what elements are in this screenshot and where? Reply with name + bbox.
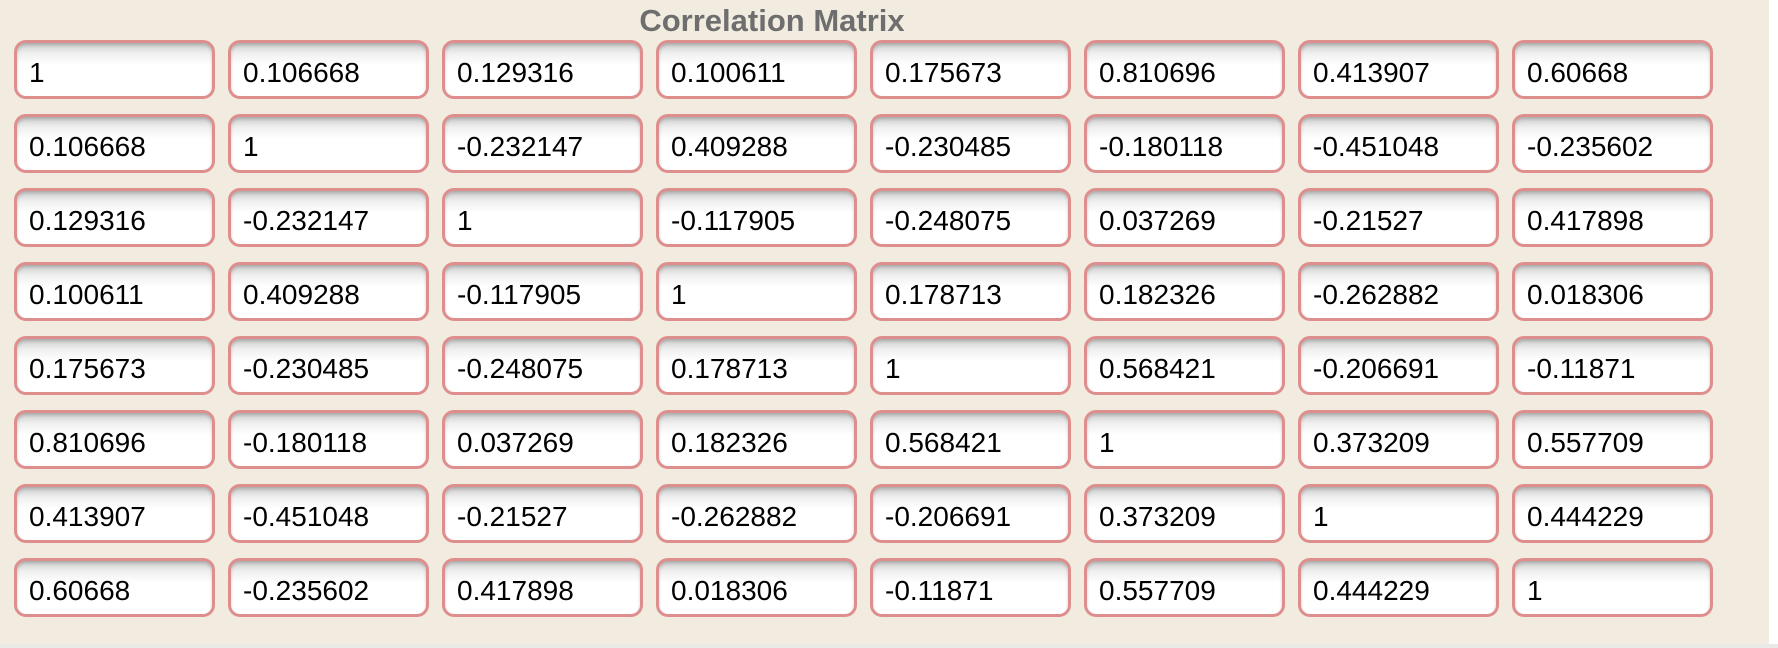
matrix-cell-r1-c4[interactable] [656,40,857,99]
matrix-cell-r5-c3[interactable] [442,336,643,395]
matrix-cell-r8-c3[interactable] [442,558,643,617]
matrix-cell-r2-c8[interactable] [1512,114,1713,173]
matrix-cell-r5-c2[interactable] [228,336,429,395]
matrix-cell-r7-c6[interactable] [1084,484,1285,543]
matrix-cell-r3-c8[interactable] [1512,188,1713,247]
bottom-edge-strip [0,644,1778,648]
matrix-cell-r7-c3[interactable] [442,484,643,543]
matrix-cell-r4-c4[interactable] [656,262,857,321]
matrix-cell-r6-c7[interactable] [1298,410,1499,469]
matrix-cell-r2-c4[interactable] [656,114,857,173]
matrix-cell-r5-c5[interactable] [870,336,1071,395]
matrix-cell-r7-c5[interactable] [870,484,1071,543]
matrix-cell-r2-c2[interactable] [228,114,429,173]
matrix-cell-r4-c6[interactable] [1084,262,1285,321]
matrix-cell-r5-c7[interactable] [1298,336,1499,395]
matrix-cell-r4-c8[interactable] [1512,262,1713,321]
matrix-cell-r4-c5[interactable] [870,262,1071,321]
matrix-cell-r6-c8[interactable] [1512,410,1713,469]
matrix-cell-r5-c1[interactable] [14,336,215,395]
matrix-cell-r7-c7[interactable] [1298,484,1499,543]
matrix-cell-r6-c1[interactable] [14,410,215,469]
matrix-cell-r6-c4[interactable] [656,410,857,469]
matrix-cell-r8-c4[interactable] [656,558,857,617]
matrix-cell-r2-c6[interactable] [1084,114,1285,173]
matrix-cell-r1-c2[interactable] [228,40,429,99]
correlation-matrix-grid [14,40,1713,617]
matrix-cell-r3-c4[interactable] [656,188,857,247]
matrix-cell-r3-c5[interactable] [870,188,1071,247]
matrix-cell-r7-c1[interactable] [14,484,215,543]
matrix-cell-r2-c1[interactable] [14,114,215,173]
matrix-cell-r2-c5[interactable] [870,114,1071,173]
matrix-cell-r4-c2[interactable] [228,262,429,321]
matrix-cell-r4-c3[interactable] [442,262,643,321]
matrix-cell-r7-c2[interactable] [228,484,429,543]
matrix-cell-r8-c6[interactable] [1084,558,1285,617]
title-row: Correlation Matrix [0,3,1544,39]
matrix-cell-r3-c6[interactable] [1084,188,1285,247]
matrix-cell-r5-c6[interactable] [1084,336,1285,395]
matrix-cell-r1-c1[interactable] [14,40,215,99]
matrix-cell-r1-c3[interactable] [442,40,643,99]
right-edge-strip [1769,0,1778,648]
matrix-cell-r5-c8[interactable] [1512,336,1713,395]
matrix-cell-r6-c2[interactable] [228,410,429,469]
matrix-cell-r4-c7[interactable] [1298,262,1499,321]
matrix-cell-r1-c7[interactable] [1298,40,1499,99]
matrix-cell-r6-c6[interactable] [1084,410,1285,469]
matrix-cell-r7-c8[interactable] [1512,484,1713,543]
matrix-cell-r3-c3[interactable] [442,188,643,247]
matrix-cell-r3-c2[interactable] [228,188,429,247]
matrix-cell-r8-c7[interactable] [1298,558,1499,617]
matrix-cell-r7-c4[interactable] [656,484,857,543]
matrix-cell-r6-c5[interactable] [870,410,1071,469]
matrix-cell-r3-c7[interactable] [1298,188,1499,247]
matrix-cell-r1-c8[interactable] [1512,40,1713,99]
matrix-cell-r3-c1[interactable] [14,188,215,247]
matrix-cell-r8-c1[interactable] [14,558,215,617]
matrix-cell-r8-c2[interactable] [228,558,429,617]
matrix-cell-r1-c6[interactable] [1084,40,1285,99]
matrix-cell-r2-c3[interactable] [442,114,643,173]
matrix-cell-r4-c1[interactable] [14,262,215,321]
matrix-cell-r8-c8[interactable] [1512,558,1713,617]
matrix-cell-r1-c5[interactable] [870,40,1071,99]
matrix-cell-r2-c7[interactable] [1298,114,1499,173]
matrix-cell-r8-c5[interactable] [870,558,1071,617]
matrix-cell-r6-c3[interactable] [442,410,643,469]
matrix-cell-r5-c4[interactable] [656,336,857,395]
page-title: Correlation Matrix [639,3,905,38]
